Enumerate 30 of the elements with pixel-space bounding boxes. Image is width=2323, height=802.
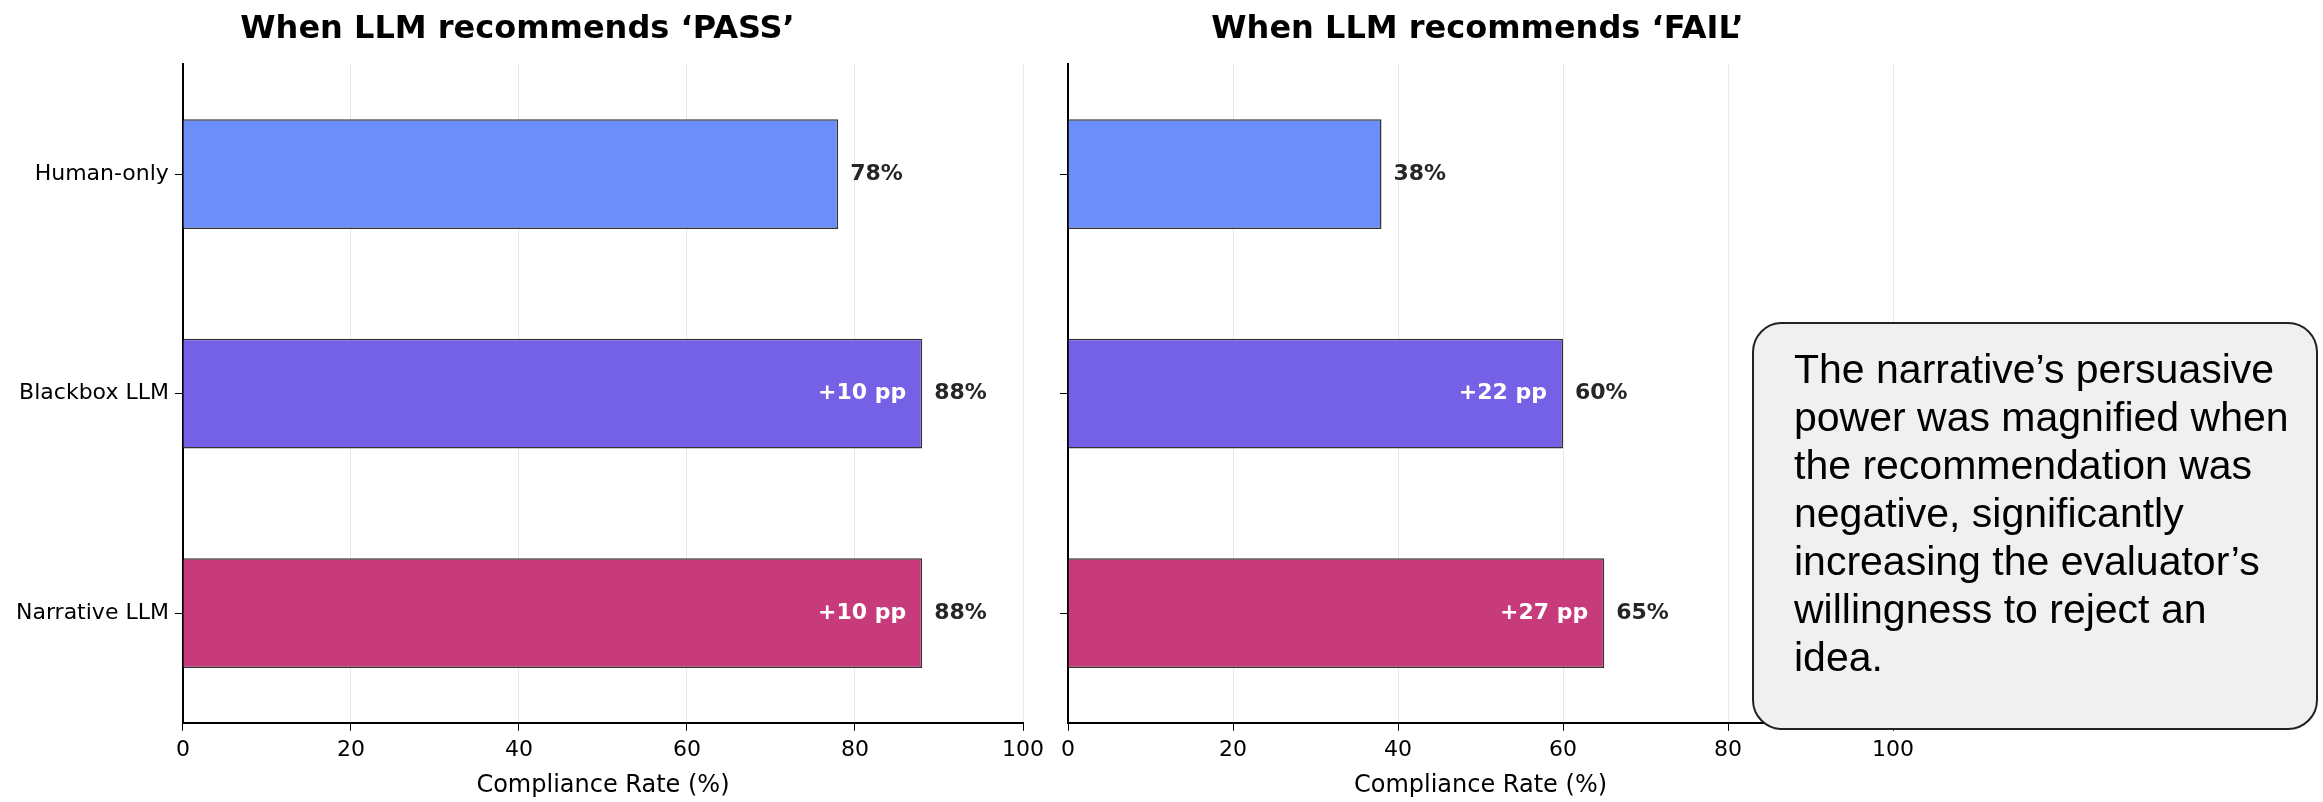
y-tick-label: Narrative LLM — [16, 598, 169, 624]
annotation: +10 pp — [817, 379, 907, 405]
x-axis-title: Compliance Rate (%) — [1353, 769, 1608, 798]
x-tick-label: 20 — [1219, 735, 1247, 761]
y-tick-label: Blackbox LLM — [19, 379, 169, 405]
x-tick-label: 80 — [840, 735, 869, 761]
x-tick-label: 40 — [1384, 735, 1412, 761]
x-tick-label: 0 — [1061, 735, 1075, 761]
x-tick-label: 60 — [672, 735, 701, 761]
data-label: 78% — [850, 159, 903, 185]
chart-title: When LLM recommends ‘PASS’ — [240, 7, 795, 46]
x-tick-label: 100 — [1872, 735, 1914, 761]
annotation: +27 pp — [1500, 598, 1589, 624]
data-label: 88% — [934, 379, 987, 405]
text-box: The narrative’s persuasive power was magnified when the recommendation was negative, significantly increasing the evaluator’s willingness to reject an idea. — [1752, 322, 2318, 730]
x-tick-label: 80 — [1714, 735, 1742, 761]
annotation: +10 pp — [817, 598, 907, 624]
annotation: +22 pp — [1458, 379, 1547, 405]
x-tick-label: 60 — [1549, 735, 1577, 761]
data-label: 88% — [934, 598, 987, 624]
x-tick-label: 0 — [175, 735, 190, 761]
x-tick-label: 100 — [1002, 735, 1044, 761]
data-label: 65% — [1616, 598, 1669, 624]
chart-title: When LLM recommends ‘FAIL’ — [1211, 7, 1744, 46]
y-tick-label: Human-only — [34, 159, 169, 185]
data-label: 38% — [1393, 159, 1447, 185]
x-axis-title: Compliance Rate (%) — [476, 769, 730, 798]
data-label: 60% — [1575, 379, 1628, 405]
x-tick-label: 40 — [504, 735, 533, 761]
x-tick-label: 20 — [336, 735, 365, 761]
